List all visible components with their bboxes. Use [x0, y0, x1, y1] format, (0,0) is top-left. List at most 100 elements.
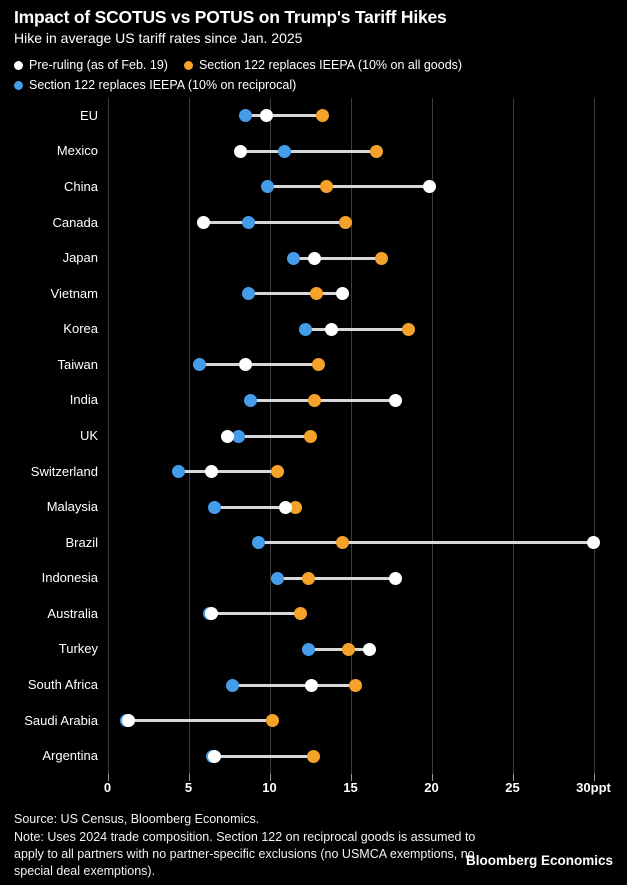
connector-line — [126, 719, 273, 723]
dot-all-goods — [303, 429, 317, 443]
connector-line — [214, 505, 296, 509]
axis-tick — [269, 774, 271, 781]
dot-reciprocal — [243, 393, 257, 407]
legend-row-1: Pre-ruling (as of Feb. 19) Section 122 r… — [14, 58, 462, 72]
dot-pre-ruling — [363, 642, 377, 656]
axis-tick — [431, 774, 433, 781]
dot-pre-ruling — [207, 749, 221, 763]
category-label: EU — [79, 107, 98, 123]
dot-all-goods — [348, 678, 362, 692]
connector-line — [232, 683, 356, 687]
axis-tick — [593, 774, 595, 781]
connector-line — [305, 327, 409, 331]
dot-all-goods — [319, 180, 333, 194]
dot-pre-ruling — [389, 571, 403, 585]
dot-pre-ruling — [238, 358, 252, 372]
dot-reciprocal — [241, 287, 255, 301]
connector-line — [209, 612, 301, 616]
dot-reciprocal — [277, 144, 291, 158]
axis-tick-label: 15 — [343, 780, 358, 795]
dot-pre-ruling — [305, 678, 319, 692]
dot-all-goods — [335, 536, 349, 550]
category-label: Canada — [52, 214, 98, 230]
chart-title: Impact of SCOTUS vs POTUS on Trump's Tar… — [14, 7, 447, 27]
methodology-note: Note: Uses 2024 trade composition. Secti… — [14, 830, 476, 878]
legend-item-all-goods: Section 122 replaces IEEPA (10% on all g… — [183, 58, 463, 72]
category-label: Taiwan — [57, 356, 98, 372]
legend-row-2: Section 122 replaces IEEPA (10% on recip… — [14, 78, 462, 92]
dot-pre-ruling — [122, 714, 136, 728]
axis-tick-label: 5 — [184, 780, 193, 795]
category-label: Japan — [62, 250, 98, 266]
dot-pre-ruling — [324, 322, 338, 336]
legend-item-reciprocal: Section 122 replaces IEEPA (10% on recip… — [14, 78, 296, 92]
dot-reciprocal — [271, 571, 285, 585]
gridline — [188, 98, 190, 774]
dot-reciprocal — [238, 109, 252, 123]
connector-line — [267, 185, 430, 189]
dot-all-goods — [308, 393, 322, 407]
dot-all-goods — [339, 216, 353, 230]
connector-line — [227, 434, 310, 438]
dot-all-goods — [311, 358, 325, 372]
dot-reciprocal — [251, 536, 265, 550]
category-label: Australia — [47, 605, 98, 621]
gridline — [350, 98, 352, 774]
category-label: Korea — [63, 321, 98, 337]
legend-label-pre-ruling: Pre-ruling (as of Feb. 19) — [29, 58, 168, 72]
bloomberg-economics-brand: Bloomberg Economics — [465, 853, 613, 868]
dot-reciprocal — [232, 429, 246, 443]
connector-line — [248, 292, 343, 296]
dot-pre-ruling — [233, 144, 247, 158]
dot-all-goods — [316, 109, 330, 123]
dot-all-goods — [271, 465, 285, 479]
dot-reciprocal — [301, 642, 315, 656]
category-label: Mexico — [56, 143, 98, 159]
dot-pre-ruling — [335, 287, 349, 301]
connector-line — [199, 363, 319, 367]
category-label: Argentina — [42, 748, 98, 764]
dot-pre-ruling — [259, 109, 273, 123]
axis-tick — [512, 774, 514, 781]
axis-tick — [188, 774, 190, 781]
dot-pre-ruling — [587, 536, 600, 550]
white-dot-icon — [14, 60, 23, 70]
connector-line — [212, 754, 314, 758]
dot-pre-ruling — [204, 607, 218, 621]
dot-reciprocal — [241, 216, 255, 230]
category-label: Indonesia — [41, 570, 98, 586]
axis-tick-label: 0 — [103, 780, 112, 795]
gridline — [512, 98, 514, 774]
connector-line — [258, 541, 594, 545]
legend: Pre-ruling (as of Feb. 19) Section 122 r… — [14, 58, 462, 98]
source-note: Source: US Census, Bloomberg Economics. — [14, 812, 260, 826]
category-label: Saudi Arabia — [24, 712, 98, 728]
dot-pre-ruling — [308, 251, 322, 265]
dot-all-goods — [402, 322, 416, 336]
axis-tick-label: 10 — [262, 780, 277, 795]
category-label: Turkey — [58, 641, 98, 657]
dot-all-goods — [288, 500, 302, 514]
chart-subtitle: Hike in average US tariff rates since Ja… — [14, 30, 303, 46]
legend-label-all-goods: Section 122 replaces IEEPA (10% on all g… — [198, 58, 463, 72]
axis-tick — [107, 774, 109, 781]
dot-all-goods — [306, 749, 320, 763]
gridline — [431, 98, 433, 774]
legend-item-pre-ruling: Pre-ruling (as of Feb. 19) — [14, 58, 168, 72]
connector-line — [293, 256, 382, 260]
dot-pre-ruling — [220, 429, 234, 443]
dot-all-goods — [342, 642, 356, 656]
dot-all-goods — [369, 144, 383, 158]
connector-line — [203, 221, 346, 225]
category-label: UK — [79, 428, 98, 443]
dot-reciprocal — [261, 180, 275, 194]
category-label: India — [69, 392, 98, 408]
connector-line — [240, 149, 377, 153]
dot-reciprocal — [193, 358, 207, 372]
connector-line — [308, 647, 370, 651]
category-label: Vietnam — [50, 285, 98, 301]
axis-tick-label: 30ppt — [576, 780, 611, 795]
dot-reciprocal — [298, 322, 312, 336]
dot-all-goods — [374, 251, 388, 265]
dot-all-goods — [266, 714, 280, 728]
